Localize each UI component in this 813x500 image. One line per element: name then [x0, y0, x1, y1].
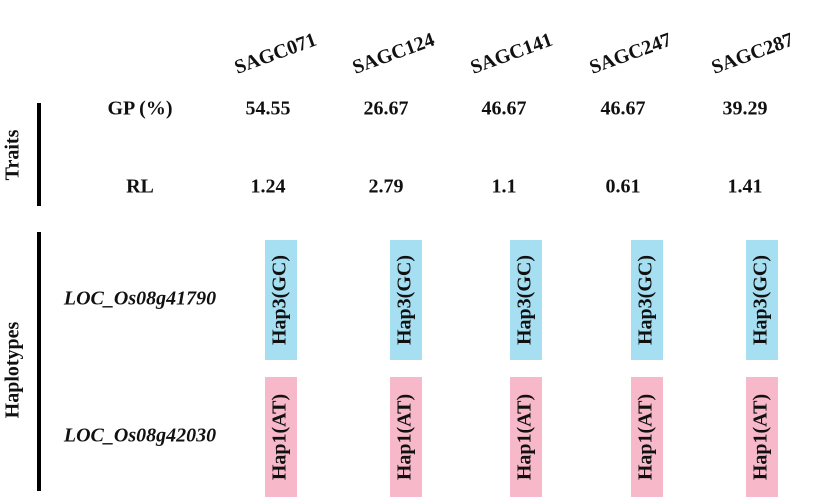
- value-cell: 1.41: [728, 176, 763, 198]
- value-cell: 54.55: [246, 98, 291, 120]
- haplotype-box: [510, 240, 542, 360]
- haplotype-cell: Hap3(GC): [394, 255, 416, 345]
- column-header: SAGC287: [709, 29, 797, 79]
- haplotype-box: [265, 240, 297, 360]
- column-header: SAGC071: [232, 29, 320, 79]
- value-cell: 1.1: [492, 176, 517, 198]
- haplotype-cell: Hap3(GC): [269, 255, 291, 345]
- column-header: SAGC141: [468, 29, 556, 79]
- haplotype-box: [746, 240, 778, 360]
- group-label: Haplotypes: [2, 321, 24, 418]
- haplotype-cell: Hap3(GC): [514, 255, 536, 345]
- haplotype-cell: Hap1(AT): [635, 394, 657, 480]
- haplotype-cell: Hap1(AT): [394, 394, 416, 480]
- haplotype-box: [390, 377, 422, 497]
- haplotype-cell: Hap1(AT): [750, 394, 772, 480]
- haplotype-cell: Hap1(AT): [514, 394, 536, 480]
- column-header: SAGC124: [350, 29, 438, 79]
- value-cell: 46.67: [482, 98, 527, 120]
- row-label: LOC_Os08g41790: [63, 288, 216, 310]
- haplotype-cell: Hap3(GC): [750, 255, 772, 345]
- haplotype-box: [746, 377, 778, 497]
- value-cell: 39.29: [723, 98, 768, 120]
- haplotype-box: [265, 377, 297, 497]
- haplotype-cell: Hap3(GC): [635, 255, 657, 345]
- value-cell: 1.24: [251, 176, 286, 198]
- row-label: RL: [126, 176, 154, 198]
- haplotype-box: [510, 377, 542, 497]
- row-label: LOC_Os08g42030: [63, 425, 216, 447]
- haplotype-box: [631, 377, 663, 497]
- value-cell: 2.79: [369, 176, 404, 198]
- haplotype-box: [631, 240, 663, 360]
- group-label: Traits: [2, 129, 24, 180]
- column-header: SAGC247: [587, 29, 675, 79]
- value-cell: 0.61: [606, 176, 641, 198]
- haplotype-box: [390, 240, 422, 360]
- value-cell: 46.67: [601, 98, 646, 120]
- haplotype-cell: Hap1(AT): [269, 394, 291, 480]
- row-label: GP (%): [108, 98, 173, 120]
- value-cell: 26.67: [364, 98, 409, 120]
